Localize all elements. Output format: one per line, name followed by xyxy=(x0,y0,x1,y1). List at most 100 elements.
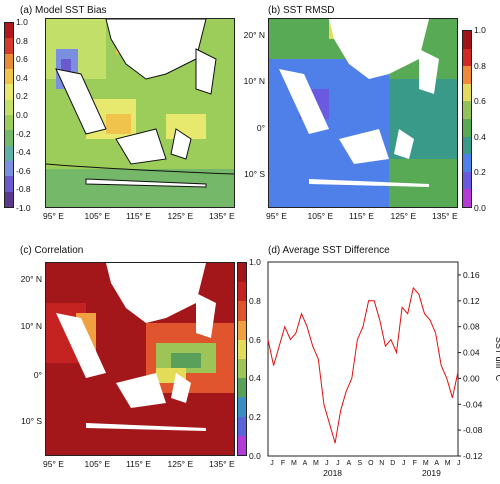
lon-tick-label: 125° E xyxy=(167,211,194,221)
colorbar-segment xyxy=(463,83,471,102)
colorbar-segment xyxy=(463,31,471,49)
bias-map xyxy=(45,18,235,208)
colorbar-segment xyxy=(463,171,471,190)
lon-tick-label: 125° E xyxy=(390,211,417,221)
colorbar-segment xyxy=(463,118,471,137)
colorbar-segment xyxy=(5,130,13,146)
colorbar-segment xyxy=(5,38,13,54)
lat-tick-label: 0° xyxy=(33,369,42,380)
colorbar-tick-label: -1.0 xyxy=(16,203,31,213)
panel-d-title: (d) Average SST Difference xyxy=(268,245,390,256)
colorbar-tick-label: 0.4 xyxy=(16,72,28,83)
lon-tick-label: 125° E xyxy=(167,459,194,469)
colorbar-segment xyxy=(463,136,471,155)
colorbar-segment xyxy=(5,23,13,39)
month-tick-label: J xyxy=(457,460,461,467)
lon-tick-label: 115° E xyxy=(349,211,374,221)
lat-tick-label: 10° S xyxy=(21,416,42,427)
colorbar-segment xyxy=(5,84,13,100)
colorbar-segment xyxy=(5,191,13,207)
colorbar-tick-label: 0.0 xyxy=(16,110,28,120)
colorbar-tick-label: 0.0 xyxy=(249,451,261,461)
lat-tick-label: 10° N xyxy=(20,321,42,332)
colorbar-tick-label: 0.8 xyxy=(249,295,261,306)
colorbar-segment xyxy=(238,301,246,321)
lon-tick-label: 135° E xyxy=(209,459,235,469)
colorbar-segment xyxy=(5,53,13,69)
month-tick-label: M xyxy=(445,460,451,467)
month-tick-label: D xyxy=(390,460,395,467)
colorbar-tick-label: -0.8 xyxy=(16,184,31,195)
plot-frame xyxy=(267,261,459,457)
colorbar-tick-label: 0.2 xyxy=(249,412,261,423)
year-label: 2018 xyxy=(323,468,342,478)
month-tick-label: F xyxy=(281,460,285,467)
lat-tick-label: 10° S xyxy=(244,168,265,179)
lon-tick-label: 95° E xyxy=(266,211,287,221)
colorbar-segment xyxy=(238,339,246,359)
month-tick-label: A xyxy=(347,460,352,467)
sst-diff-series-line xyxy=(267,286,459,444)
colorbar-segment xyxy=(5,160,13,177)
colorbar-segment xyxy=(238,378,246,398)
colorbar-tick-label: -0.2 xyxy=(16,128,31,139)
colorbar-segment xyxy=(5,176,13,192)
correlation-colorbar xyxy=(237,262,247,456)
rmsd-colorbar xyxy=(462,30,472,208)
month-tick-label: J xyxy=(336,460,340,467)
colorbar-segment xyxy=(463,66,471,84)
lat-tick-label: 20° N xyxy=(20,274,42,285)
colorbar-tick-label: 0.2 xyxy=(474,167,486,178)
colorbar-segment xyxy=(238,320,246,340)
lon-tick-label: 115° E xyxy=(126,211,151,221)
month-tick-label: J xyxy=(270,460,274,467)
month-tick-label: S xyxy=(358,460,363,467)
month-tick-label: N xyxy=(379,460,384,467)
colorbar-segment xyxy=(463,101,471,119)
y-tick-label: 0.04 xyxy=(463,348,480,358)
colorbar-tick-label: 0.8 xyxy=(16,35,28,46)
lon-tick-label: 115° E xyxy=(126,459,151,469)
lon-tick-label: 95° E xyxy=(43,459,64,469)
lon-tick-label: 95° E xyxy=(43,211,64,221)
colorbar-tick-label: 0.4 xyxy=(474,131,486,142)
panel-c-title: (c) Correlation xyxy=(20,245,84,256)
lat-tick-label: 20° N xyxy=(243,30,265,41)
lon-tick-label: 135° E xyxy=(209,211,235,221)
colorbar-tick-label: 0.6 xyxy=(474,96,486,107)
lon-tick-label: 105° E xyxy=(84,459,111,469)
month-tick-label: O xyxy=(368,460,374,467)
colorbar-tick-label: 0.0 xyxy=(474,203,486,213)
colorbar-segment xyxy=(463,48,471,67)
y-tick-label: 0.12 xyxy=(463,296,480,306)
y-tick-label: -0.04 xyxy=(463,399,483,409)
month-tick-label: M xyxy=(313,460,319,467)
colorbar-segment xyxy=(5,99,13,115)
lat-tick-label: 10° N xyxy=(243,75,265,86)
colorbar-segment xyxy=(238,282,246,302)
colorbar-segment xyxy=(238,263,246,283)
y-tick-label: 0.00 xyxy=(463,373,480,383)
colorbar-segment xyxy=(463,189,471,207)
colorbar-tick-label: 0.2 xyxy=(16,91,28,102)
lon-tick-label: 105° E xyxy=(84,211,111,221)
lat-tick-label: 0° xyxy=(256,123,265,134)
colorbar-segment xyxy=(238,358,246,379)
colorbar-tick-label: 1.0 xyxy=(474,25,486,35)
rmsd-map xyxy=(268,18,458,208)
colorbar-segment xyxy=(238,416,246,436)
colorbar-tick-label: -0.4 xyxy=(16,147,31,158)
month-tick-label: J xyxy=(325,460,329,467)
bias-colorbar xyxy=(4,22,14,208)
month-tick-label: A xyxy=(434,460,439,467)
y-axis-label: SST diff °C xyxy=(494,337,500,382)
colorbar-tick-label: 0.6 xyxy=(249,334,261,345)
colorbar-tick-label: 0.4 xyxy=(249,373,261,384)
colorbar-tick-label: 1.0 xyxy=(249,257,261,267)
panel-b-title: (b) SST RMSD xyxy=(268,5,335,16)
month-tick-label: M xyxy=(423,460,429,467)
panel-a-title: (a) Model SST Bias xyxy=(20,5,107,16)
colorbar-segment xyxy=(238,435,246,455)
month-tick-label: F xyxy=(413,460,417,467)
y-tick-label: 0.16 xyxy=(463,270,480,280)
